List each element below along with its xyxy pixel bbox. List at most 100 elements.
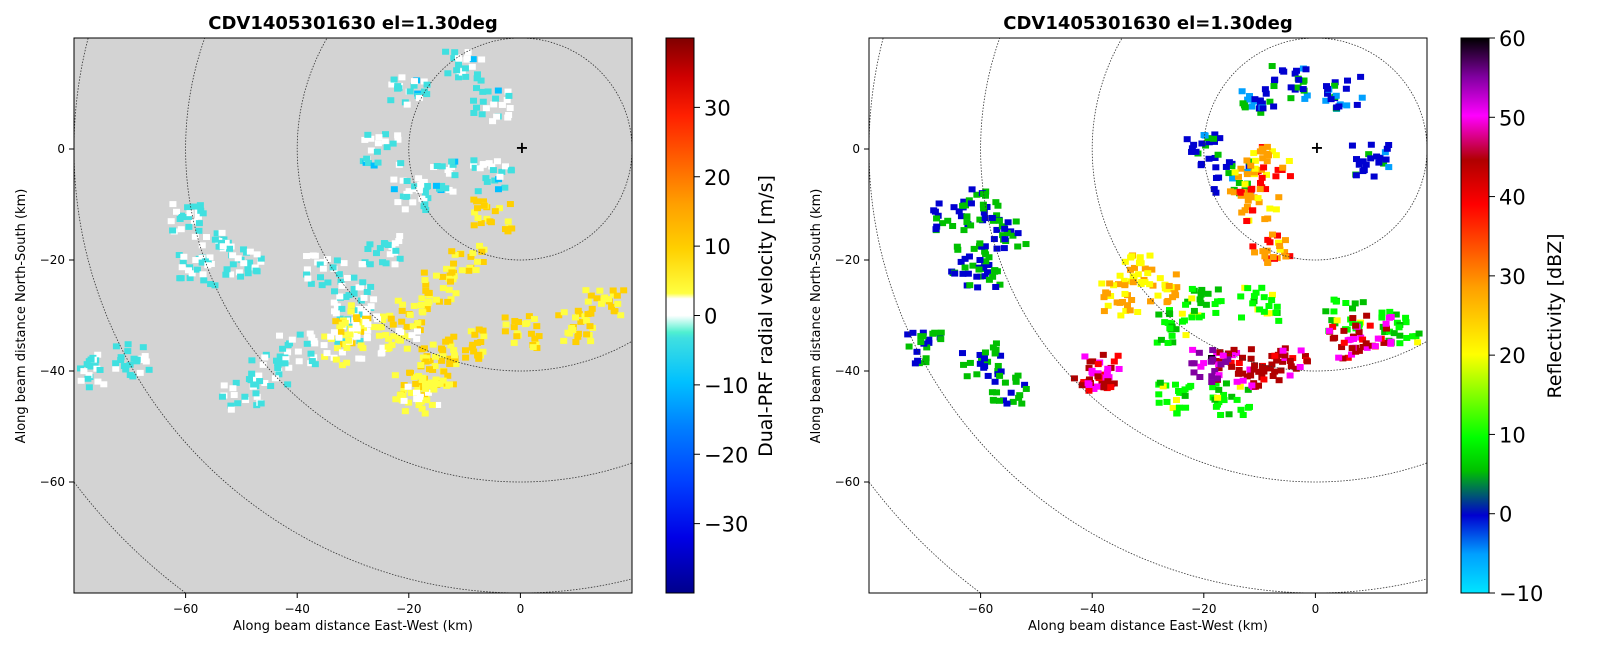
echo-cell [1018,400,1026,407]
echo-cell [1014,243,1022,250]
echo-cell [1381,149,1389,156]
echo-cell [1274,351,1282,358]
reflectivity-y-axis-label: Along beam distance North-South (km) [809,189,824,444]
echo-cell [994,217,1002,224]
echo-cell [1187,382,1195,389]
echo-cell [990,397,998,404]
echo-cell [1244,386,1252,393]
echo-cell [493,113,501,120]
echo-cell [343,274,351,281]
echo-cell [1099,374,1107,381]
echo-cell [375,134,383,141]
echo-cell [303,253,311,260]
echo-cell [462,73,470,80]
echo-cell [1285,157,1293,164]
echo-cell [372,250,380,257]
echo-cell [409,199,417,206]
echo-cell [1396,340,1404,347]
echo-cell [1173,410,1181,417]
echo-cell [1080,379,1088,386]
echo-cell [957,258,965,265]
echo-cell [398,307,406,314]
velocity-x-axis-label: Along beam distance East-West (km) [233,619,473,634]
echo-cell [1239,100,1247,107]
reflectivity-x-axis-label: Along beam distance East-West (km) [1028,619,1268,634]
echo-cell [453,67,461,74]
echo-cell [1228,163,1236,170]
echo-cell [356,338,364,345]
echo-cell [1225,411,1233,418]
echo-cell [1000,397,1008,404]
echo-cell [426,357,434,364]
echo-cell [202,234,210,241]
echo-cell [963,213,971,220]
echo-cell [451,49,459,56]
echo-cell [422,207,430,214]
echo-cell [935,200,943,207]
echo-cell [388,243,396,250]
echo-cell [1333,317,1341,324]
echo-cell [1156,379,1164,386]
echo-cell [620,287,628,294]
echo-cell [1228,393,1236,400]
echo-cell [308,358,316,365]
echo-cell [352,314,360,321]
echo-cell [964,270,972,277]
echo-cell [1208,379,1216,386]
echo-cell [1241,104,1249,111]
echo-cell [914,357,922,364]
echo-cell [583,317,591,324]
echo-cell [1228,363,1236,370]
echo-cell [418,295,426,302]
echo-cell [493,158,501,165]
echo-cell [394,132,402,139]
echo-cell [1271,352,1279,359]
echo-cell [1239,377,1247,384]
echo-cell [444,70,452,77]
echo-cell [246,248,254,255]
range-ring [296,38,632,372]
echo-cell [1396,332,1404,339]
echo-cell [1135,259,1143,266]
echo-cell [395,85,403,92]
echo-cell [324,279,332,286]
echo-cell [1251,383,1259,390]
echo-cell [1154,292,1162,299]
echo-cell [1251,96,1259,103]
reflectivity-colorbar-label: Reflectivity [dBZ] [1544,233,1566,398]
echo-cell [981,273,989,280]
echo-cell [1207,358,1215,365]
echo-cell [1329,323,1337,330]
echo-cell [991,268,999,275]
echo-cell [336,293,344,300]
colorbar-tick-label: 40 [1499,186,1526,210]
echo-cell [94,351,102,358]
echo-cell [207,260,215,267]
echo-cell [1009,398,1017,405]
echo-cell [443,265,451,272]
echo-cell [1332,298,1340,305]
echo-cell [178,214,186,221]
echo-cell [470,348,478,355]
echo-cell [418,376,426,383]
echo-cell [355,284,363,291]
echo-cell [243,249,251,256]
echo-cell [1190,369,1198,376]
echo-cell [450,260,458,267]
echo-cell [399,392,407,399]
echo-cell [993,212,1001,219]
echo-cell [1215,386,1223,393]
echo-cell [1251,157,1259,164]
echo-cell [330,329,338,336]
echo-cell [922,359,930,366]
echo-cell [1263,143,1271,150]
echo-cell [478,248,486,255]
reflectivity-panel-title: CDV1405301630 el=1.30deg [1003,13,1292,34]
echo-cell [366,241,374,248]
echo-cell [432,272,440,279]
echo-cell [501,184,509,191]
echo-cell [980,205,988,212]
echo-cell [1155,399,1163,406]
reflectivity-range-rings [869,38,1427,593]
echo-cell [471,209,479,216]
